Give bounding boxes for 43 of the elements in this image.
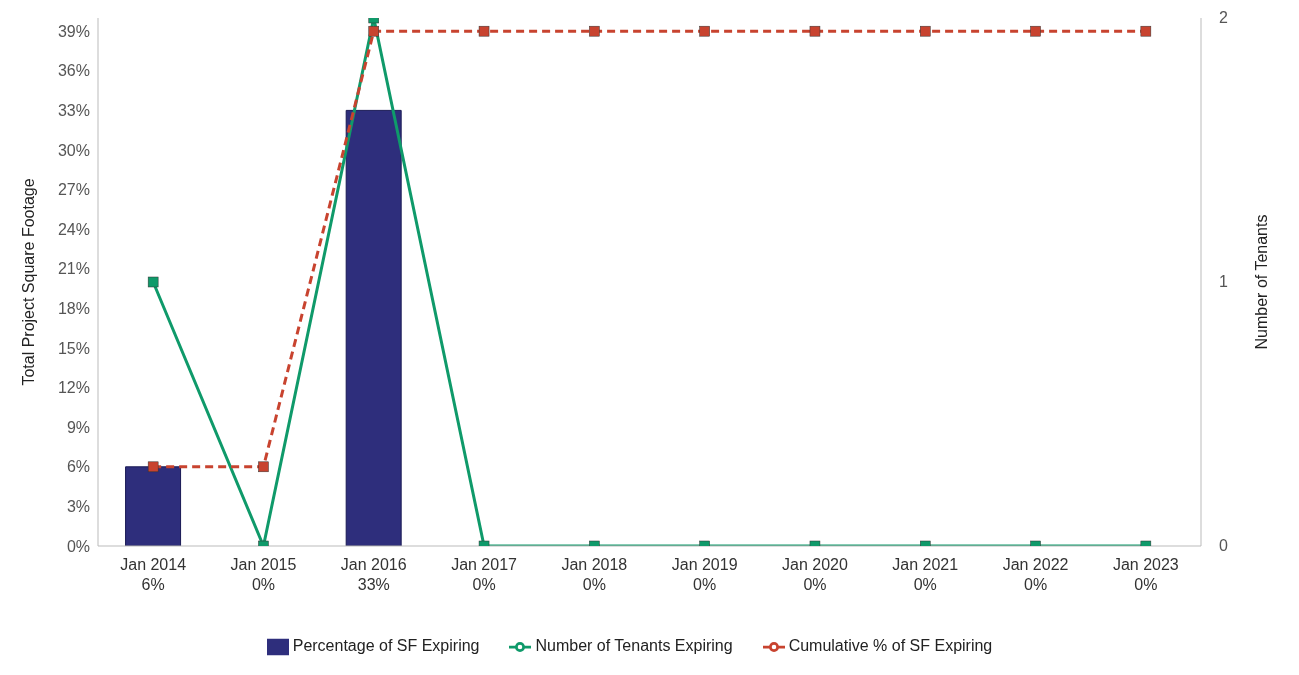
- y2-axis-title: Number of Tenants: [1252, 214, 1270, 350]
- data-label: 0%: [1134, 576, 1158, 593]
- data-label: 0%: [1023, 576, 1048, 593]
- data-label: 0%: [582, 576, 606, 593]
- y-tick-label: 18%: [57, 300, 90, 318]
- legend-label: Number of Tenants Expiring: [535, 637, 733, 655]
- y-tick-label: 36%: [57, 62, 90, 80]
- y-tick-label: 9%: [66, 418, 90, 436]
- y-tick-label: 24%: [57, 220, 90, 238]
- y-tick-label: 15%: [57, 339, 90, 357]
- x-tick-label: Jan 2018: [561, 556, 628, 573]
- y-tick-label: 6%: [66, 458, 90, 476]
- data-label: 6%: [141, 576, 165, 593]
- y-tick-label: 3%: [66, 498, 90, 516]
- x-tick-label: Jan 2021: [892, 556, 959, 573]
- x-tick-label: Jan 2022: [1002, 556, 1069, 573]
- x-tick-label: Jan 2014: [120, 556, 187, 573]
- x-tick-label: Jan 2019: [671, 556, 738, 573]
- legend-label: Percentage of SF Expiring: [292, 637, 480, 655]
- data-label: 33%: [357, 576, 390, 593]
- data-label: 0%: [913, 576, 937, 593]
- x-tick-label: Jan 2016: [340, 556, 407, 573]
- y-tick-label: 33%: [57, 102, 90, 120]
- y-tick-label: 0%: [66, 537, 90, 555]
- y-axis-title: Total Project Square Footage: [19, 178, 37, 386]
- y-tick-label: 39%: [57, 22, 90, 40]
- y-tick-label: 30%: [57, 141, 90, 159]
- data-label: 0%: [251, 576, 276, 593]
- x-tick-label: Jan 2017: [451, 556, 518, 573]
- data-label: 0%: [472, 576, 496, 593]
- y2-tick-label: 0: [1219, 537, 1228, 554]
- legend-label: Cumulative % of SF Expiring: [788, 637, 993, 655]
- x-tick-label: Jan 2023: [1112, 556, 1179, 573]
- y2-tick-label: 2: [1219, 9, 1228, 26]
- data-label: 0%: [803, 576, 827, 593]
- y2-tick-label: 1: [1219, 273, 1228, 290]
- x-tick-label: Jan 2020: [782, 556, 848, 573]
- point: [147, 276, 159, 288]
- y-tick-label: 27%: [57, 181, 90, 199]
- y-tick-label: 12%: [57, 379, 90, 397]
- x-tick-label: Jan 2015: [230, 556, 297, 573]
- y-tick-label: 21%: [57, 260, 90, 278]
- data-label: 0%: [693, 576, 717, 593]
